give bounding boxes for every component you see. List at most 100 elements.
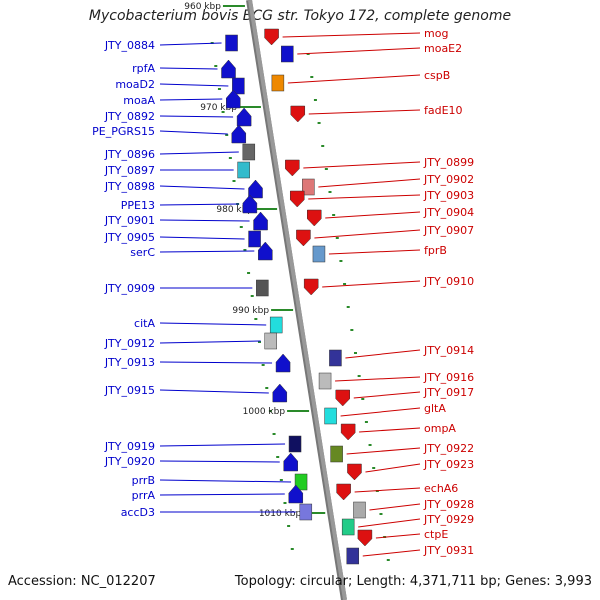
gene-glyph[interactable] bbox=[221, 59, 236, 79]
gene-glyph[interactable] bbox=[318, 372, 332, 390]
gene-label-jty_0917[interactable]: JTY_0917 bbox=[423, 386, 474, 399]
tick-mark bbox=[317, 122, 321, 124]
gene-glyph[interactable] bbox=[248, 230, 261, 248]
ruler-label: 960 kbp bbox=[184, 2, 221, 12]
gene-label-jty_0899[interactable]: JTY_0899 bbox=[423, 156, 474, 169]
left-genes-layer: JTY_0884 rpfA moaD2 moaA JTY_0892 PE_PGRS15 JT… bbox=[92, 34, 313, 521]
gene-label-jty_0914[interactable]: JTY_0914 bbox=[423, 344, 474, 357]
gene-label-echa6[interactable]: echA6 bbox=[424, 482, 458, 495]
gene-glyph[interactable] bbox=[347, 463, 362, 481]
gene-label-jty_0920[interactable]: JTY_0920 bbox=[104, 455, 155, 468]
gene-glyph[interactable] bbox=[236, 107, 252, 127]
gene-glyph[interactable] bbox=[290, 105, 306, 123]
gene-glyph[interactable] bbox=[288, 484, 304, 504]
gene-label-jty_0884[interactable]: JTY_0884 bbox=[104, 39, 155, 52]
gene-label-jty_0910[interactable]: JTY_0910 bbox=[423, 275, 474, 288]
gene-glyph[interactable] bbox=[281, 45, 294, 63]
gene-glyph[interactable] bbox=[303, 278, 319, 296]
gene-glyph[interactable] bbox=[271, 74, 285, 92]
gene-glyph[interactable] bbox=[294, 473, 308, 491]
gene-glyph[interactable] bbox=[288, 435, 302, 453]
gene-glyph[interactable] bbox=[324, 407, 337, 425]
gene-label-jty_0931[interactable]: JTY_0931 bbox=[423, 544, 474, 557]
gene-label-jty_0915[interactable]: JTY_0915 bbox=[104, 384, 155, 397]
gene-glyph[interactable] bbox=[226, 89, 241, 109]
gene-glyph[interactable] bbox=[336, 483, 351, 501]
gene-label-jty_0904[interactable]: JTY_0904 bbox=[423, 206, 474, 219]
gene-glyph[interactable] bbox=[269, 316, 283, 334]
gene-label-cspb[interactable]: cspB bbox=[424, 69, 450, 82]
gene-glyph[interactable] bbox=[289, 190, 305, 208]
gene-glyph[interactable] bbox=[341, 518, 355, 536]
gene-label-mog[interactable]: mog bbox=[424, 27, 448, 40]
gene-label-jty_0923[interactable]: JTY_0923 bbox=[423, 458, 474, 471]
gene-label-prra[interactable]: prrA bbox=[132, 489, 156, 502]
gene-connector bbox=[362, 549, 421, 557]
gene-glyph[interactable] bbox=[256, 279, 269, 297]
gene-label-fade10[interactable]: fadE10 bbox=[424, 104, 463, 117]
gene-label-moaa[interactable]: moaA bbox=[123, 94, 155, 107]
gene-label-jty_0902[interactable]: JTY_0902 bbox=[423, 173, 474, 186]
gene-label-prrb[interactable]: prrB bbox=[132, 474, 155, 487]
gene-label-jty_0896[interactable]: JTY_0896 bbox=[104, 148, 155, 161]
gene-glyph[interactable] bbox=[329, 349, 342, 367]
gene-label-jty_0892[interactable]: JTY_0892 bbox=[104, 110, 155, 123]
gene-glyph[interactable] bbox=[232, 77, 245, 95]
gene-glyph[interactable] bbox=[353, 501, 366, 519]
gene-glyph[interactable] bbox=[264, 332, 277, 350]
gene-label-ctpe[interactable]: ctpE bbox=[424, 528, 448, 541]
gene-connector bbox=[365, 463, 421, 473]
gene-glyph[interactable] bbox=[299, 503, 313, 521]
gene-glyph[interactable] bbox=[302, 178, 315, 196]
gene-label-rpfa[interactable]: rpfA bbox=[132, 62, 155, 75]
gene-connector bbox=[159, 185, 245, 190]
gene-glyph[interactable] bbox=[264, 28, 279, 46]
gene-label-cita[interactable]: citA bbox=[134, 317, 155, 330]
gene-glyph[interactable] bbox=[307, 209, 322, 227]
gene-label-moad2[interactable]: moaD2 bbox=[115, 78, 155, 91]
gene-glyph[interactable] bbox=[340, 423, 356, 441]
gene-glyph[interactable] bbox=[253, 211, 268, 231]
gene-glyph[interactable] bbox=[335, 389, 350, 407]
gene-label-jty_0912[interactable]: JTY_0912 bbox=[104, 337, 155, 350]
gene-label-fprb[interactable]: fprB bbox=[424, 244, 447, 257]
gene-glyph[interactable] bbox=[237, 161, 250, 179]
gene-glyph[interactable] bbox=[357, 529, 373, 547]
gene-glyph[interactable] bbox=[231, 124, 247, 144]
gene-glyph[interactable] bbox=[258, 241, 273, 261]
gene-label-jty_0905[interactable]: JTY_0905 bbox=[104, 231, 155, 244]
gene-connector bbox=[369, 503, 421, 511]
gene-glyph[interactable] bbox=[285, 159, 300, 177]
gene-label-jty_0909[interactable]: JTY_0909 bbox=[104, 282, 155, 295]
gene-glyph[interactable] bbox=[242, 143, 256, 161]
gene-label-jty_0901[interactable]: JTY_0901 bbox=[104, 214, 155, 227]
gene-label-ppe13[interactable]: PPE13 bbox=[121, 199, 155, 212]
gene-label-ompa[interactable]: ompA bbox=[424, 422, 456, 435]
gene-label-jty_0922[interactable]: JTY_0922 bbox=[423, 442, 474, 455]
gene-label-jty_0898[interactable]: JTY_0898 bbox=[104, 180, 155, 193]
gene-label-serc[interactable]: serC bbox=[130, 246, 155, 259]
gene-glyph[interactable] bbox=[248, 179, 263, 199]
gene-label-jty_0916[interactable]: JTY_0916 bbox=[423, 371, 474, 384]
gene-glyph[interactable] bbox=[296, 229, 311, 247]
gene-label-accd3[interactable]: accD3 bbox=[121, 506, 155, 519]
gene-label-jty_0913[interactable]: JTY_0913 bbox=[104, 356, 155, 369]
ruler-label: 970 kbp bbox=[200, 103, 237, 113]
gene-label-pe_pgrs15[interactable]: PE_PGRS15 bbox=[92, 125, 155, 138]
gene-glyph[interactable] bbox=[242, 194, 258, 214]
gene-glyph[interactable] bbox=[225, 34, 238, 52]
gene-label-jty_0907[interactable]: JTY_0907 bbox=[423, 224, 474, 237]
gene-label-moae2[interactable]: moaE2 bbox=[424, 42, 462, 55]
gene-glyph[interactable] bbox=[283, 452, 298, 472]
gene-label-jty_0919[interactable]: JTY_0919 bbox=[104, 440, 155, 453]
gene-label-jty_0929[interactable]: JTY_0929 bbox=[423, 513, 474, 526]
gene-glyph[interactable] bbox=[272, 383, 288, 403]
gene-label-glta[interactable]: gltA bbox=[424, 402, 446, 415]
gene-label-jty_0928[interactable]: JTY_0928 bbox=[423, 498, 474, 511]
gene-glyph[interactable] bbox=[330, 445, 343, 463]
gene-label-jty_0897[interactable]: JTY_0897 bbox=[104, 164, 155, 177]
gene-glyph[interactable] bbox=[275, 353, 291, 373]
gene-label-jty_0903[interactable]: JTY_0903 bbox=[423, 189, 474, 202]
gene-glyph[interactable] bbox=[346, 547, 360, 565]
gene-glyph[interactable] bbox=[312, 245, 326, 263]
